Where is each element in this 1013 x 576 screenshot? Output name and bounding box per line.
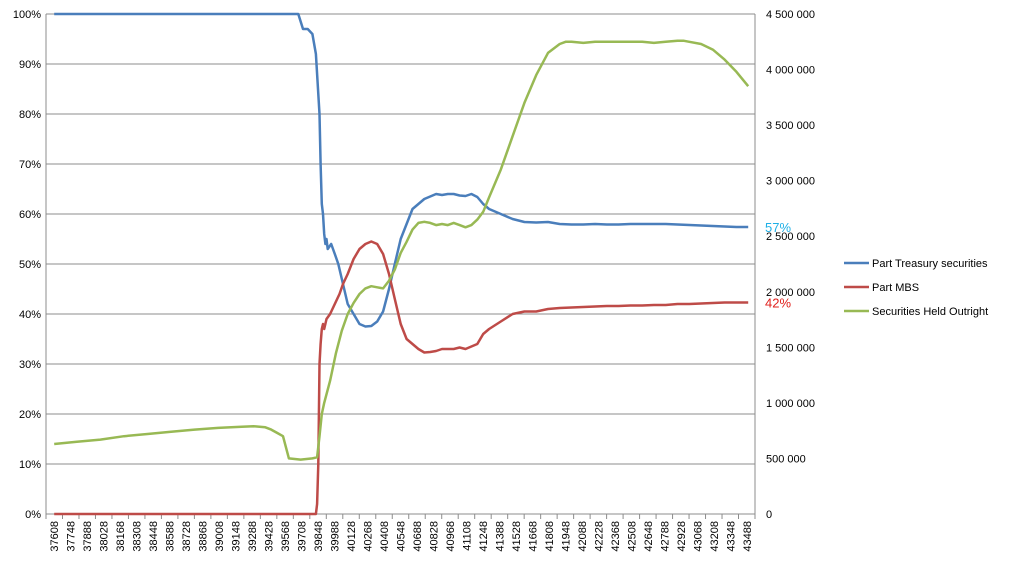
series-line-securities-held-outright xyxy=(54,39,750,461)
y-right-tick-label: 3 500 000 xyxy=(766,120,815,132)
x-tick-label: 42508 xyxy=(626,521,638,552)
x-tick-label: 41528 xyxy=(511,521,523,552)
x-tick-label: 41388 xyxy=(494,521,506,552)
x-tick-label: 42648 xyxy=(643,521,655,552)
y-right-tick-label: 4 500 000 xyxy=(766,9,815,21)
x-tick-label: 40128 xyxy=(346,521,358,552)
y-right-tick-label: 4 000 000 xyxy=(766,65,815,77)
legend: Part Treasury securities Part MBS Securiti… xyxy=(844,258,988,318)
y-right-tick-label: 2 500 000 xyxy=(766,231,815,243)
x-tick-label: 37748 xyxy=(66,521,78,552)
y-left-tick-label: 90% xyxy=(19,59,41,71)
x-tick-label: 40548 xyxy=(396,521,408,552)
y-right-tick-label: 3 000 000 xyxy=(766,176,815,188)
x-tick-label: 38308 xyxy=(132,521,144,552)
x-tick-label: 42228 xyxy=(593,521,605,552)
x-tick-label: 41948 xyxy=(560,521,572,552)
series-line-part-mbs xyxy=(54,240,749,516)
x-tick-label: 40828 xyxy=(428,521,440,552)
x-tick-label: 43208 xyxy=(709,521,721,552)
grid-lines xyxy=(46,13,755,465)
x-tick-label: 39148 xyxy=(231,521,243,552)
y-left-axis-ticks: 0% 10% 20% 30% 40% 50% 60% 70% 80% 90% 100% xyxy=(13,9,41,521)
x-tick-label: 39428 xyxy=(264,521,276,552)
x-tick-label: 39008 xyxy=(214,521,226,552)
y-left-tick-label: 60% xyxy=(19,209,41,221)
y-left-tick-label: 100% xyxy=(13,9,41,21)
x-tick-label: 38028 xyxy=(99,521,111,552)
y-left-tick-label: 40% xyxy=(19,309,41,321)
x-tick-label: 40688 xyxy=(412,521,424,552)
x-tick-label: 40968 xyxy=(445,521,457,552)
x-tick-label: 40408 xyxy=(379,521,391,552)
y-left-tick-label: 30% xyxy=(19,359,41,371)
x-tick-label: 38868 xyxy=(198,521,210,552)
x-tick-label: 42368 xyxy=(610,521,622,552)
x-tick-label: 39848 xyxy=(313,521,325,552)
x-tick-label: 43488 xyxy=(742,521,754,552)
y-left-tick-label: 80% xyxy=(19,109,41,121)
legend-label: Part Treasury securities xyxy=(872,258,988,270)
x-tick-label: 41108 xyxy=(461,521,473,551)
x-tick-label: 42788 xyxy=(659,521,671,552)
value-annotations: 57% 42% xyxy=(765,220,791,311)
legend-label: Part MBS xyxy=(872,282,919,294)
x-tick-label: 39288 xyxy=(247,521,259,552)
legend-label: Securities Held Outright xyxy=(872,306,988,318)
annotation-42pct: 42% xyxy=(765,296,791,311)
y-right-axis-ticks: 0 500 000 1 000 000 1 500 000 2 000 000 2 500… xyxy=(766,9,815,521)
y-left-tick-label: 20% xyxy=(19,409,41,421)
x-tick-label: 39708 xyxy=(297,521,309,552)
x-axis-ticks: 37608 37748 37888 38028 38168 38308 38448 38588… xyxy=(49,521,754,552)
annotation-57pct: 57% xyxy=(765,220,791,235)
series-line-part-treasury-securities xyxy=(54,12,749,328)
axes xyxy=(45,14,756,519)
x-tick-label: 39568 xyxy=(280,521,292,552)
x-tick-label: 41808 xyxy=(544,521,556,552)
y-right-tick-label: 1 000 000 xyxy=(766,398,815,410)
x-tick-label: 41248 xyxy=(478,521,490,552)
x-tick-label: 41668 xyxy=(527,521,539,552)
x-tick-label: 38168 xyxy=(115,521,127,552)
x-tick-label: 38588 xyxy=(165,521,177,552)
x-tick-label: 38728 xyxy=(181,521,193,552)
x-tick-label: 39988 xyxy=(330,521,342,552)
x-tick-label: 37888 xyxy=(82,521,94,552)
y-left-tick-label: 70% xyxy=(19,159,41,171)
x-tick-label: 43068 xyxy=(692,521,704,552)
y-right-tick-label: 1 500 000 xyxy=(766,342,815,354)
y-right-tick-label: 500 000 xyxy=(766,453,806,465)
series-lines xyxy=(54,12,750,516)
x-tick-label: 40268 xyxy=(363,521,375,552)
y-left-tick-label: 10% xyxy=(19,459,41,471)
x-tick-label: 42928 xyxy=(676,521,688,552)
x-tick-label: 37608 xyxy=(49,521,61,552)
y-right-tick-label: 2 000 000 xyxy=(766,287,815,299)
x-tick-label: 43348 xyxy=(725,521,737,552)
y-left-tick-label: 50% xyxy=(19,259,41,271)
x-tick-label: 42088 xyxy=(577,521,589,552)
y-left-tick-label: 0% xyxy=(25,509,41,521)
x-tick-label: 38448 xyxy=(148,521,160,552)
y-right-tick-label: 0 xyxy=(766,509,772,521)
